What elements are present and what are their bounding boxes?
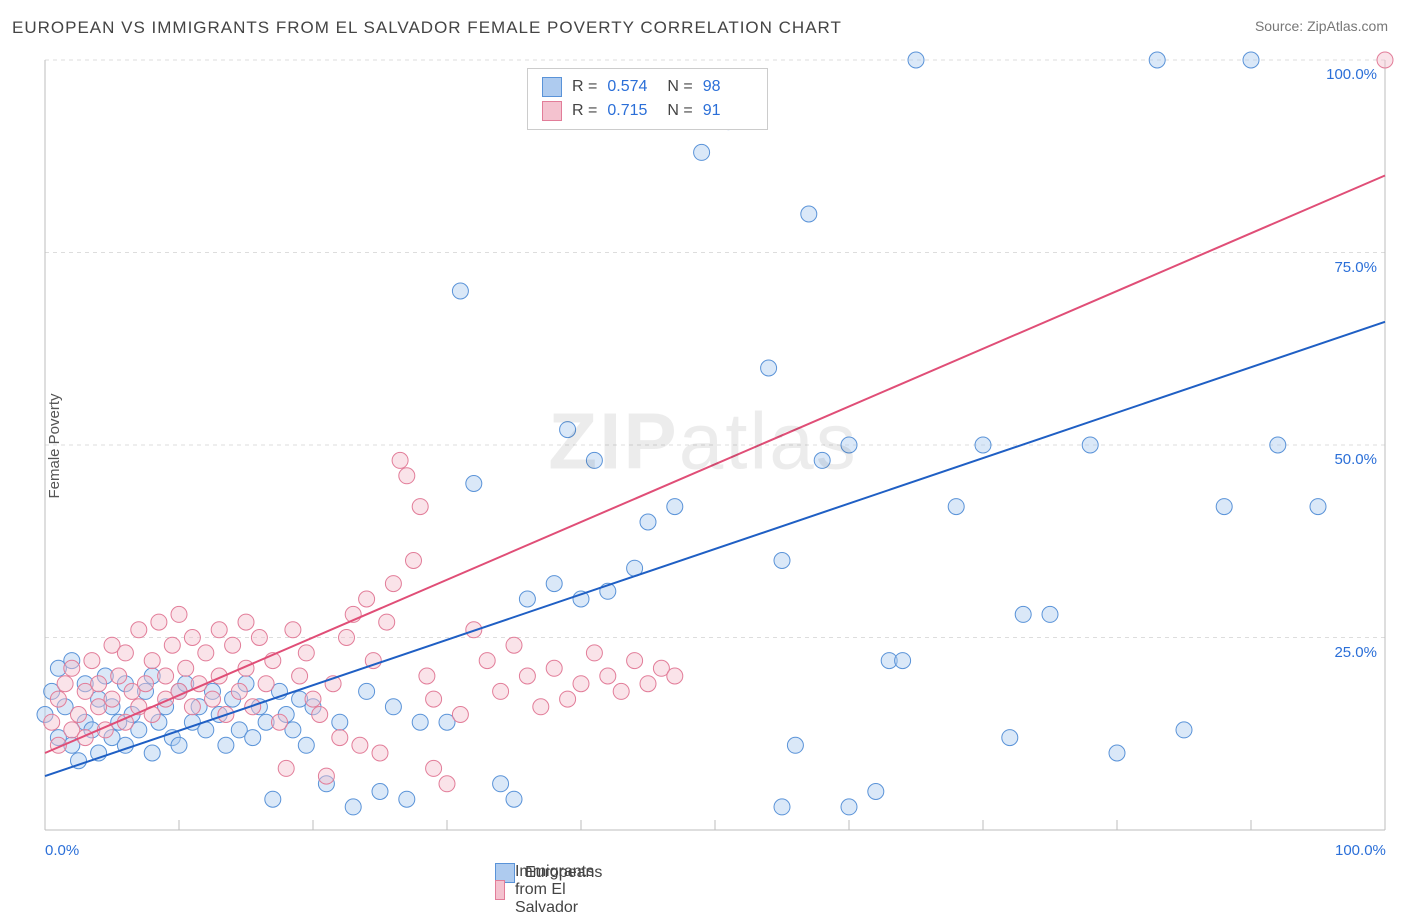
legend-swatch [542, 101, 562, 121]
stats-legend-row: R = 0.715 N = 91 [542, 99, 753, 123]
legend-swatch [542, 77, 562, 97]
stats-legend-row: R = 0.574 N = 98 [542, 75, 753, 99]
y-tick-label: 100.0% [1326, 66, 1377, 83]
y-tick-label: 75.0% [1334, 259, 1377, 276]
x-tick-label: 100.0% [1335, 842, 1386, 859]
y-tick-label: 50.0% [1334, 451, 1377, 468]
legend-n-label: N = [667, 75, 692, 99]
legend-r-value: 0.574 [607, 75, 657, 99]
legend-series-name: Immigrants from El Salvador [515, 863, 604, 917]
legend-n-label: N = [667, 99, 692, 123]
legend-r-value: 0.715 [607, 99, 657, 123]
stats-legend: R = 0.574 N = 98 R = 0.715 N = 91 [527, 68, 768, 130]
legend-r-label: R = [572, 99, 597, 123]
legend-n-value: 91 [703, 99, 753, 123]
series-legend-item: Immigrants from El Salvador [495, 863, 604, 917]
legend-swatch [495, 880, 505, 900]
scatter-plot [0, 0, 1405, 870]
y-tick-label: 25.0% [1334, 644, 1377, 661]
legend-r-label: R = [572, 75, 597, 99]
x-tick-label: 0.0% [45, 842, 79, 859]
legend-n-value: 98 [703, 75, 753, 99]
